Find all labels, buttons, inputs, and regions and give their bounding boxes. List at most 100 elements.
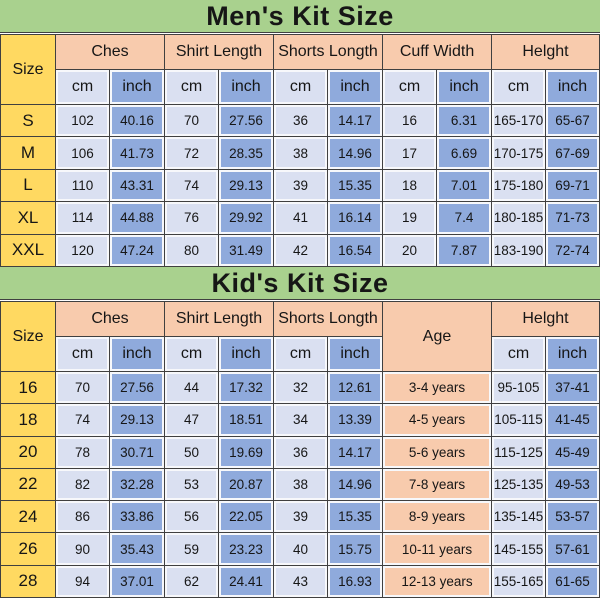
table-row-26: 26 90 35.43 59 23.23 40 15.75 10-11 year…: [0, 532, 600, 566]
kids-unit-header-row: cm inch cm inch cm inch cm inch: [1, 336, 600, 372]
age-cell: 8-9 years: [382, 500, 493, 534]
shirt-length-cm-cell: 44: [164, 370, 220, 405]
chest-cm-cell: 120: [55, 233, 110, 268]
shirt-length-cm-cell: 70: [164, 103, 220, 138]
chest-cm-cell: 110: [55, 168, 110, 203]
table-row-18: 18 74 29.13 47 18.51 34 13.39 4-5 years …: [0, 403, 600, 437]
chest-cm-cell: 114: [55, 201, 110, 235]
shorts-length-inch-cell: 14.17: [327, 103, 384, 138]
shirt-length-inch-cell: 18.51: [218, 403, 275, 437]
height-inch-cell: 45-49: [545, 435, 600, 469]
unit-header-inch: inch: [545, 336, 600, 372]
shorts-length-cm-cell: 34: [273, 403, 329, 437]
unit-header-cm: cm: [491, 69, 547, 105]
shorts-length-cm-cell: 43: [273, 564, 329, 599]
shirt-length-inch-cell: 17.32: [218, 370, 275, 405]
table-row-24: 24 86 33.86 56 22.05 39 15.35 8-9 years …: [0, 500, 600, 534]
shirt-length-cm-cell: 76: [164, 201, 220, 235]
kids-kit-section: Kid's Kit Size Size Ches Shirt Length Sh…: [0, 267, 600, 599]
cuff-width-cm-cell: 19: [382, 201, 438, 235]
unit-header-inch: inch: [218, 336, 275, 372]
kids-kit-table: Size Ches Shirt Length Shorts Longth Age…: [0, 301, 600, 599]
mens-group-header-row: Size Ches Shirt Length Shorts Longth Cuf…: [0, 34, 600, 105]
shorts-length-inch-cell: 15.35: [327, 168, 384, 203]
chest-inch-cell: 47.24: [108, 233, 166, 268]
col-header-size: Size: [0, 301, 56, 372]
height-inch-cell: 53-57: [545, 500, 600, 534]
shorts-length-cm-cell: 36: [273, 103, 329, 138]
chest-cm-cell: 82: [55, 467, 110, 502]
size-cell: XXL: [0, 233, 56, 268]
age-cell: 12-13 years: [382, 564, 493, 599]
shorts-length-inch-cell: 15.35: [327, 500, 384, 534]
mens-unit-header-row: cm inch cm inch cm inch cm inch cm inch: [1, 69, 600, 105]
unit-header-cm: cm: [55, 336, 110, 372]
chest-cm-cell: 70: [55, 370, 110, 405]
age-cell: 7-8 years: [382, 467, 493, 502]
shorts-length-cm-cell: 36: [273, 435, 329, 469]
height-inch-cell: 67-69: [545, 136, 600, 170]
unit-header-cm: cm: [55, 69, 110, 105]
shorts-length-cm-cell: 38: [273, 467, 329, 502]
height-inch-cell: 65-67: [545, 103, 600, 138]
shirt-length-inch-cell: 27.56: [218, 103, 275, 138]
chest-inch-cell: 27.56: [108, 370, 166, 405]
shorts-length-cm-cell: 39: [273, 168, 329, 203]
shorts-length-inch-cell: 15.75: [327, 532, 384, 566]
shirt-length-cm-cell: 56: [164, 500, 220, 534]
col-header-shorts-length: Shorts Longth: [273, 34, 384, 70]
height-cm-cell: 105-115: [491, 403, 547, 437]
chest-cm-cell: 94: [55, 564, 110, 599]
cuff-width-inch-cell: 7.87: [436, 233, 493, 268]
age-cell: 10-11 years: [382, 532, 493, 566]
chest-cm-cell: 74: [55, 403, 110, 437]
shorts-length-cm-cell: 41: [273, 201, 329, 235]
table-row-22: 22 82 32.28 53 20.87 38 14.96 7-8 years …: [0, 467, 600, 502]
unit-header-inch: inch: [327, 336, 384, 372]
shorts-length-cm-cell: 39: [273, 500, 329, 534]
height-inch-cell: 37-41: [545, 370, 600, 405]
shorts-length-cm-cell: 38: [273, 136, 329, 170]
height-cm-cell: 135-145: [491, 500, 547, 534]
height-inch-cell: 72-74: [545, 233, 600, 268]
unit-header-inch: inch: [436, 69, 493, 105]
size-cell: XL: [0, 201, 56, 235]
col-header-shirt-length: Shirt Length: [164, 34, 275, 70]
table-row-m: M 106 41.73 72 28.35 38 14.96 17 6.69 17…: [0, 136, 600, 170]
col-header-age: Age: [382, 301, 493, 372]
unit-header-cm: cm: [273, 336, 329, 372]
shorts-length-cm-cell: 42: [273, 233, 329, 268]
shirt-length-inch-cell: 24.41: [218, 564, 275, 599]
mens-kit-title: Men's Kit Size: [0, 0, 600, 33]
height-cm-cell: 125-135: [491, 467, 547, 502]
chest-inch-cell: 44.88: [108, 201, 166, 235]
shorts-length-inch-cell: 16.14: [327, 201, 384, 235]
unit-header-cm: cm: [164, 69, 220, 105]
unit-header-inch: inch: [108, 336, 166, 372]
col-header-height: Helght: [491, 34, 600, 70]
height-inch-cell: 61-65: [545, 564, 600, 599]
shorts-length-cm-cell: 32: [273, 370, 329, 405]
age-cell: 5-6 years: [382, 435, 493, 469]
table-row-20: 20 78 30.71 50 19.69 36 14.17 5-6 years …: [0, 435, 600, 469]
shirt-length-inch-cell: 22.05: [218, 500, 275, 534]
cuff-width-inch-cell: 7.4: [436, 201, 493, 235]
cuff-width-cm-cell: 16: [382, 103, 438, 138]
mens-kit-section: Men's Kit Size Size Ches Shirt Length Sh…: [0, 0, 600, 268]
cuff-width-inch-cell: 6.69: [436, 136, 493, 170]
col-header-height: Helght: [491, 301, 600, 337]
size-cell: 28: [0, 564, 56, 599]
size-cell: S: [0, 103, 56, 138]
shorts-length-inch-cell: 14.17: [327, 435, 384, 469]
shorts-length-inch-cell: 14.96: [327, 136, 384, 170]
shirt-length-cm-cell: 53: [164, 467, 220, 502]
chest-inch-cell: 37.01: [108, 564, 166, 599]
shirt-length-cm-cell: 50: [164, 435, 220, 469]
chest-inch-cell: 32.28: [108, 467, 166, 502]
chest-inch-cell: 30.71: [108, 435, 166, 469]
size-cell: L: [0, 168, 56, 203]
height-cm-cell: 175-180: [491, 168, 547, 203]
height-inch-cell: 71-73: [545, 201, 600, 235]
height-cm-cell: 155-165: [491, 564, 547, 599]
unit-header-inch: inch: [545, 69, 600, 105]
